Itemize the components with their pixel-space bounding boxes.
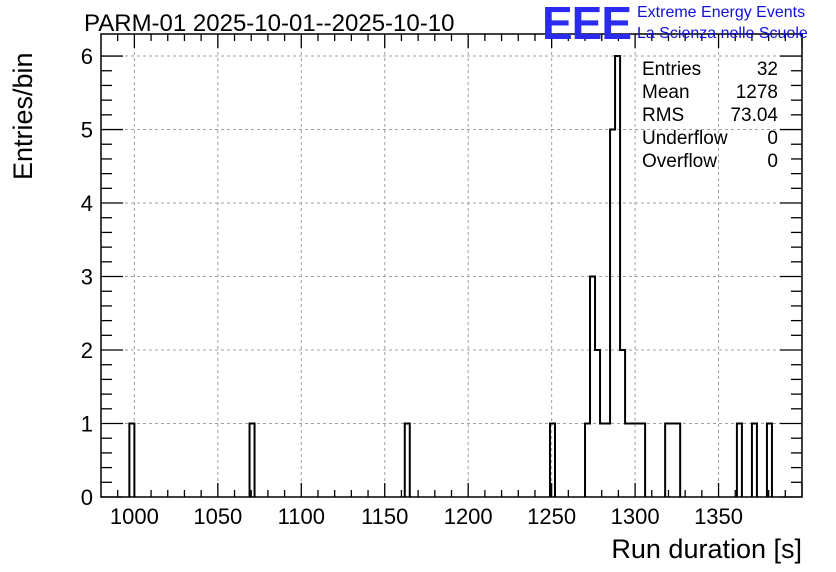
histogram-outline — [584, 55, 647, 497]
y-tick-label: 4 — [81, 191, 93, 216]
stat-mean-value: 1278 — [735, 82, 778, 103]
histogram-bin — [737, 424, 742, 497]
y-tick-label: 2 — [81, 338, 93, 363]
y-axis-label: Entries/bin — [8, 52, 38, 180]
x-tick-label: 1250 — [527, 504, 576, 529]
stat-underflow-value: 0 — [767, 128, 778, 149]
histogram-outline — [128, 422, 136, 497]
histogram-outline — [664, 422, 682, 497]
x-axis-label: Run duration [s] — [611, 534, 802, 564]
histogram-bin — [585, 424, 590, 497]
histogram-outline — [248, 422, 256, 497]
histogram-bin — [605, 424, 610, 497]
histogram-outline — [765, 422, 773, 497]
histogram-bin — [767, 424, 772, 497]
histogram-outline — [403, 422, 411, 497]
stat-underflow-label: Underflow — [642, 128, 728, 149]
histogram-bin — [600, 424, 605, 497]
stat-overflow-value: 0 — [767, 151, 778, 172]
histogram-bin — [675, 424, 680, 497]
x-tick-label: 1100 — [278, 504, 325, 529]
histogram-outline — [548, 422, 556, 497]
histogram-bars — [128, 55, 773, 497]
histogram-bin — [405, 424, 410, 497]
histogram-outline — [735, 422, 743, 497]
logo-caption-line2: La Scienza nelle Scuole — [637, 25, 808, 42]
x-tick-label: 1000 — [110, 504, 159, 529]
histogram-bin — [129, 424, 134, 497]
histogram-bin — [630, 424, 635, 497]
histogram-bin — [635, 424, 640, 497]
axis-ticks — [101, 34, 803, 498]
x-tick-label: 1350 — [694, 504, 743, 529]
histogram-bin — [615, 56, 620, 497]
stat-rms-label: RMS — [642, 105, 685, 126]
histogram-bin — [625, 424, 630, 497]
histogram-bin — [752, 424, 757, 497]
x-tick-label: 1050 — [193, 504, 242, 529]
histogram-bin — [620, 350, 625, 497]
x-tick-label: 1200 — [444, 504, 493, 529]
y-tick-label: 1 — [81, 412, 93, 437]
stat-mean-label: Mean — [642, 82, 690, 103]
x-tick-label: 1150 — [361, 504, 408, 529]
histogram-bin — [670, 424, 675, 497]
plot-frame — [100, 33, 803, 498]
y-tick-label: 5 — [81, 118, 93, 143]
stat-overflow-label: Overflow — [642, 151, 717, 172]
stat-entries-label: Entries — [642, 59, 702, 80]
logo-caption-line1: Extreme Energy Events — [637, 4, 806, 21]
axis-tick-labels: 1000 1050 1100 1150 1200 1250 1300 1350 0 1 2 3 4 5 6 — [81, 44, 743, 529]
histogram-bin — [610, 130, 615, 497]
y-tick-label: 3 — [81, 265, 93, 290]
histogram-bin — [550, 424, 555, 497]
x-tick-label: 1300 — [611, 504, 660, 529]
histogram-bin — [595, 350, 600, 497]
grid-lines — [101, 34, 802, 497]
histogram-bin — [665, 424, 670, 497]
stat-entries-value: 32 — [756, 59, 778, 80]
histogram-bin — [640, 424, 645, 497]
y-tick-label: 6 — [81, 44, 93, 69]
histogram-outline — [750, 422, 758, 497]
stat-rms-value: 73.04 — [730, 105, 778, 126]
chart-title: PARM-01 2025-10-01--2025-10-10 — [84, 10, 455, 37]
histogram-bin — [250, 424, 255, 497]
eee-logo: EEE — [542, 0, 632, 49]
histogram-bin — [590, 277, 595, 497]
y-tick-label: 0 — [81, 485, 93, 510]
